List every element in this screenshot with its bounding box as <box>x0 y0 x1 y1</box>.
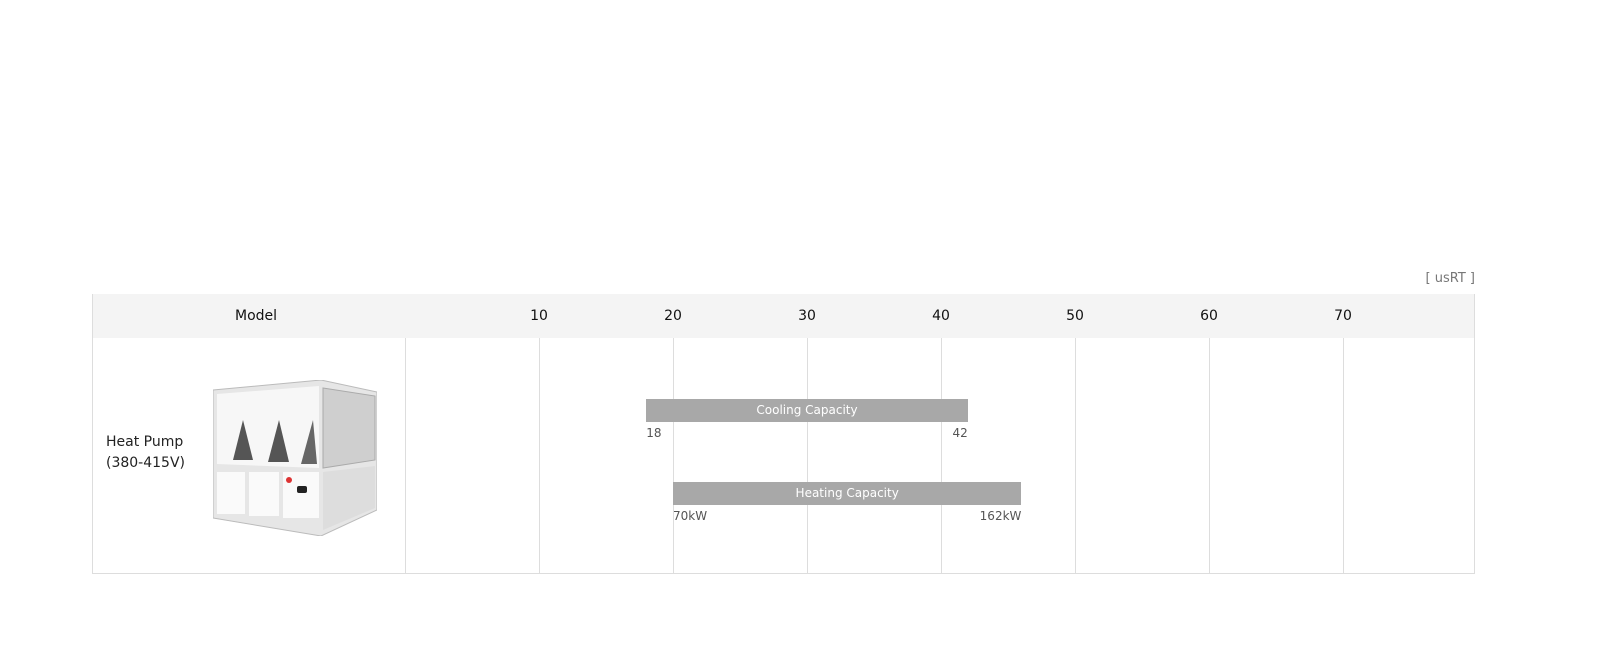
tick-label: 50 <box>1066 308 1084 324</box>
grid-line <box>405 338 406 573</box>
range-start-label: 70kW <box>673 509 708 523</box>
model-type: Heat Pump <box>106 434 184 450</box>
grid-line <box>1343 338 1344 573</box>
grid-line <box>941 338 942 573</box>
model-voltage: (380-415V) <box>106 455 185 471</box>
tick-label: 30 <box>798 308 816 324</box>
grid-line <box>1209 338 1210 573</box>
range-end-label: 162kW <box>979 509 1022 523</box>
grid-line <box>539 338 540 573</box>
table-header: Model 10 20 30 40 50 60 70 <box>93 294 1474 338</box>
tick-label: 40 <box>932 308 950 324</box>
tick-label: 10 <box>530 308 548 324</box>
capacity-table: Model 10 20 30 40 50 60 70 Heat Pump (380-415V… <box>92 294 1475 574</box>
unit-label: [ usRT ] <box>1425 271 1475 286</box>
model-header: Model <box>235 308 278 324</box>
range-start-label: 18 <box>646 426 662 440</box>
range-end-label: 42 <box>952 426 968 440</box>
tick-label: 70 <box>1334 308 1352 324</box>
heat-pump-product-image <box>213 380 377 536</box>
tick-label: 20 <box>664 308 682 324</box>
model-name: Heat Pump (380-415V) <box>106 432 185 474</box>
capacity-bar: Cooling Capacity <box>646 399 968 422</box>
grid-line <box>673 338 674 573</box>
capacity-bar: Heating Capacity <box>673 482 1022 505</box>
grid-line <box>1075 338 1076 573</box>
tick-label: 60 <box>1200 308 1218 324</box>
grid-line <box>807 338 808 573</box>
